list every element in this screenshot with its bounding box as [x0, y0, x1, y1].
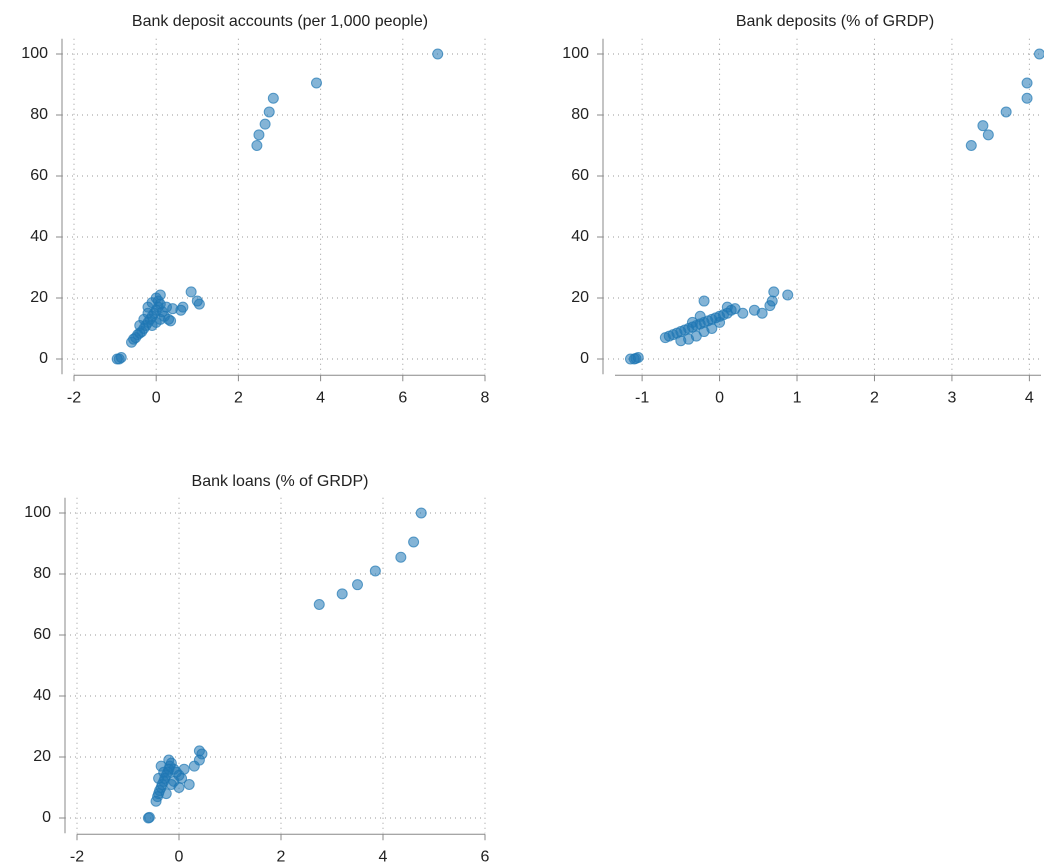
point — [267, 92, 279, 104]
y-tick-label: 40 — [571, 228, 589, 245]
x-tick-label: 6 — [481, 848, 490, 865]
y-tick-label: 40 — [30, 228, 48, 245]
y-tick-label: 80 — [30, 106, 48, 123]
point — [313, 599, 325, 610]
point — [177, 301, 189, 313]
y-tick-label: 100 — [21, 45, 48, 62]
point — [178, 763, 190, 775]
point — [1021, 92, 1033, 104]
point — [686, 316, 698, 328]
point — [768, 286, 780, 298]
y-tick-label: 60 — [33, 626, 51, 643]
point — [756, 307, 768, 319]
y-tick-label: 40 — [33, 687, 51, 704]
point — [1033, 48, 1044, 60]
point — [721, 301, 733, 313]
x-tick-label: 2 — [234, 389, 243, 406]
x-tick-label: 2 — [870, 389, 879, 406]
point — [714, 316, 726, 328]
x-tick-label: 2 — [277, 848, 286, 865]
y-tick-label: 20 — [33, 748, 51, 765]
point — [432, 48, 444, 60]
point — [737, 307, 749, 319]
y-tick-label: 60 — [30, 167, 48, 184]
y-tick-label: 20 — [571, 289, 589, 306]
point — [977, 120, 989, 132]
point — [165, 315, 177, 327]
x-tick-label: 3 — [947, 389, 956, 406]
point — [185, 286, 197, 298]
point — [965, 140, 977, 151]
point — [155, 760, 167, 772]
point — [310, 77, 322, 89]
x-tick-label: 4 — [1025, 389, 1034, 406]
y-tick-label: 80 — [33, 565, 51, 582]
x-tick-label: 4 — [379, 848, 388, 865]
x-tick-label: 1 — [793, 389, 802, 406]
point — [251, 140, 263, 151]
point — [146, 297, 158, 309]
point — [408, 536, 420, 548]
x-tick-label: 6 — [398, 389, 407, 406]
point — [154, 289, 166, 301]
point — [982, 129, 994, 141]
point — [259, 118, 271, 130]
point — [160, 788, 172, 800]
x-tick-label: 0 — [715, 389, 724, 406]
x-tick-label: -2 — [67, 389, 81, 406]
point — [766, 295, 778, 307]
chart-title: Bank loans (% of GRDP) — [192, 473, 369, 490]
x-tick-label: 0 — [175, 848, 184, 865]
y-tick-label: 80 — [571, 106, 589, 123]
x-tick-label: -1 — [635, 389, 649, 406]
point — [782, 289, 794, 301]
point — [694, 310, 706, 322]
point — [395, 551, 407, 563]
point — [156, 306, 168, 318]
y-tick-label: 100 — [562, 45, 589, 62]
x-tick-label: 4 — [316, 389, 325, 406]
y-tick-label: 0 — [42, 809, 51, 826]
point — [1000, 106, 1012, 118]
point — [706, 323, 718, 334]
point — [115, 351, 127, 363]
point — [196, 748, 208, 760]
point — [630, 352, 642, 364]
point — [352, 579, 363, 591]
point — [698, 295, 710, 307]
point — [165, 778, 177, 790]
chart-title: Bank deposits (% of GRDP) — [736, 13, 934, 30]
point — [336, 588, 348, 600]
y-tick-label: 60 — [571, 167, 589, 184]
point — [183, 778, 195, 790]
point — [143, 811, 155, 823]
y-tick-label: 0 — [580, 350, 589, 367]
y-tick-label: 100 — [24, 504, 51, 521]
y-tick-label: 0 — [39, 350, 48, 367]
point — [263, 106, 275, 118]
y-tick-label: 20 — [30, 289, 48, 306]
x-tick-label: 8 — [481, 389, 490, 406]
chart-title: Bank deposit accounts (per 1,000 people) — [132, 13, 428, 30]
point — [193, 298, 205, 310]
point — [253, 129, 265, 141]
point — [163, 754, 175, 766]
point — [415, 507, 427, 519]
x-tick-label: 0 — [152, 389, 161, 406]
point — [134, 319, 146, 331]
x-tick-label: -2 — [70, 848, 84, 865]
point — [1021, 77, 1033, 89]
point — [369, 565, 381, 577]
